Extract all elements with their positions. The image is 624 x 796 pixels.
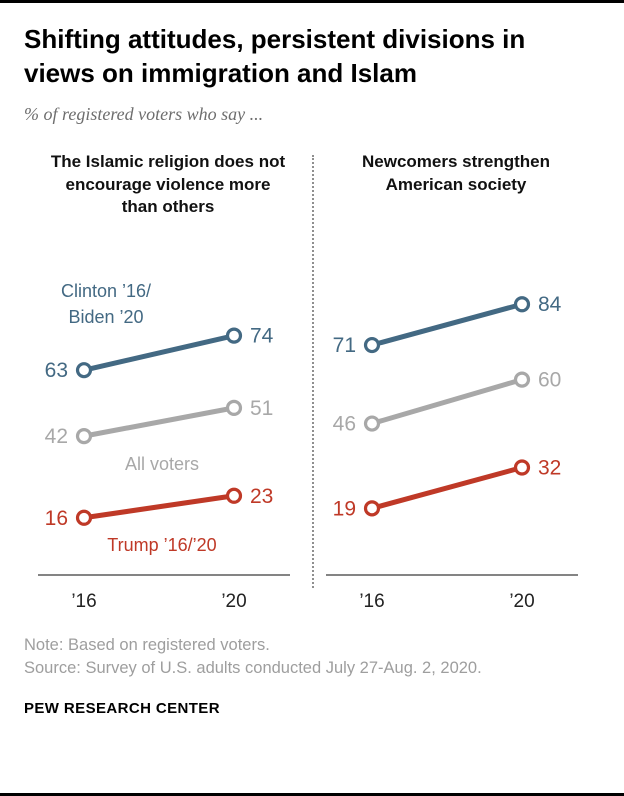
series-line — [371, 376, 523, 426]
series-line — [371, 301, 523, 348]
slope-chart-islam: ’16 ’20 63 74 42 51 16 23 Clinton ’16/Biden ’20 A… — [38, 281, 290, 612]
value-label: 84 — [538, 293, 562, 316]
value-label: 51 — [250, 396, 273, 419]
series-point — [363, 336, 381, 353]
series-line — [83, 332, 235, 373]
series-point — [75, 361, 93, 378]
bottom-rule — [0, 793, 624, 796]
series-annotation: Clinton ’16/ — [61, 281, 151, 301]
series-line — [371, 464, 523, 511]
value-label: 63 — [45, 359, 68, 382]
series-point — [75, 427, 93, 444]
series-annotation: Trump ’16/’20 — [107, 535, 216, 555]
slope-chart-section: The Islamic religion does not encourage … — [24, 151, 600, 618]
panel-title-islam: The Islamic religion does not encourage … — [50, 151, 286, 217]
series-line — [83, 492, 235, 520]
value-label: 32 — [538, 456, 561, 479]
panel-title-newcomers: Newcomers strengthen American society — [362, 151, 550, 194]
series-annotation: Biden ’20 — [68, 307, 143, 327]
note-text: Note: Based on registered voters. — [24, 635, 270, 654]
x-tick-label: ’20 — [221, 591, 246, 612]
value-label: 16 — [45, 506, 68, 529]
series-line — [83, 404, 235, 439]
value-label: 74 — [250, 324, 274, 347]
series-point — [513, 459, 531, 476]
series-point — [225, 399, 243, 416]
x-tick-label: ’20 — [509, 591, 534, 612]
series-point — [513, 295, 531, 312]
series-annotation: All voters — [125, 454, 199, 474]
value-label: 46 — [333, 412, 356, 435]
slope-chart-newcomers: ’16 ’20 71 84 46 60 19 32 — [326, 293, 578, 612]
x-tick-label: ’16 — [71, 591, 96, 612]
series-point — [363, 415, 381, 432]
series-point — [225, 327, 243, 344]
source-text: Source: Survey of U.S. adults conducted … — [24, 658, 482, 677]
series-point — [225, 487, 243, 504]
top-rule — [0, 0, 624, 3]
brand-label: PEW RESEARCH CENTER — [24, 699, 220, 717]
panel-divider — [312, 154, 314, 588]
value-label: 23 — [250, 484, 273, 507]
panel-newcomers: Newcomers strengthen American society ’1… — [312, 151, 600, 618]
panel-islam: The Islamic religion does not encourage … — [24, 151, 312, 618]
value-label: 19 — [333, 497, 356, 520]
chart-subtitle: % of registered voters who say ... — [24, 103, 264, 124]
value-label: 42 — [45, 425, 68, 448]
series-point — [75, 509, 93, 526]
footer: Note: Based on registered voters. Source… — [24, 634, 600, 717]
page-title: Shifting attitudes, persistent divisions… — [24, 24, 526, 88]
x-tick-label: ’16 — [359, 591, 384, 612]
value-label: 60 — [538, 368, 561, 391]
series-point — [363, 499, 381, 517]
series-point — [513, 371, 531, 388]
value-label: 71 — [333, 334, 356, 357]
